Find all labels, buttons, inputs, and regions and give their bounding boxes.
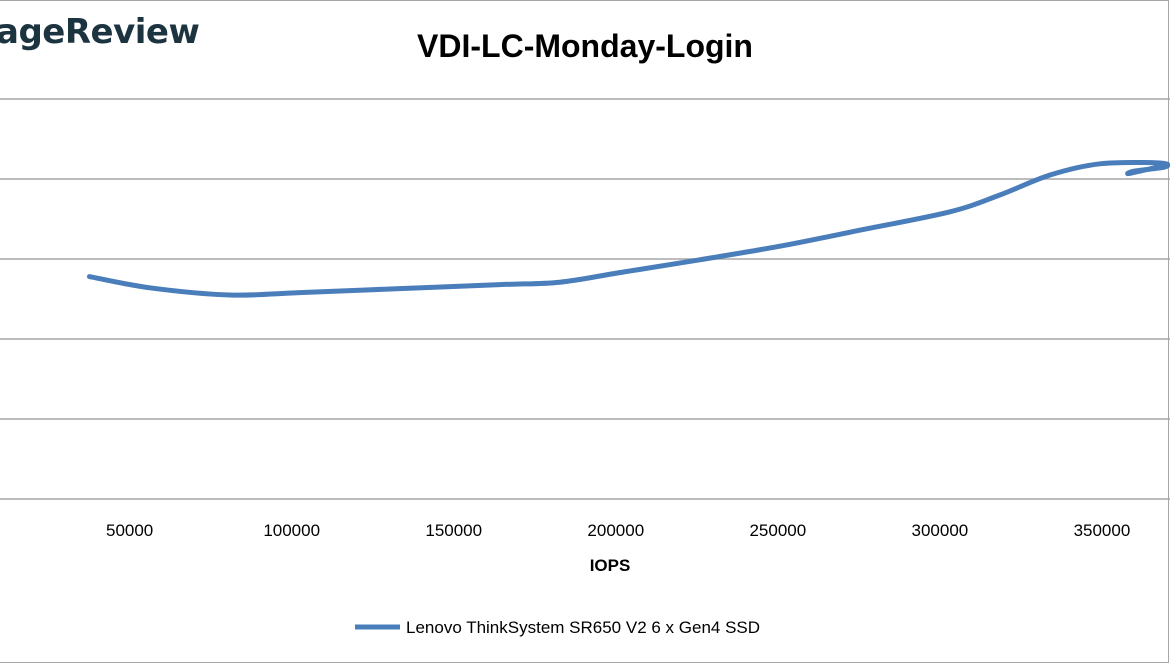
series-line — [86, 159, 1170, 298]
x-tick-label: 50000 — [106, 521, 153, 540]
legend: Lenovo ThinkSystem SR650 V2 6 x Gen4 SSD — [355, 618, 760, 637]
x-tick-label: 300000 — [912, 521, 969, 540]
logo: ageReview — [0, 12, 200, 52]
x-tick-label: 150000 — [425, 521, 482, 540]
x-tick-label: 250000 — [749, 521, 806, 540]
x-tick-label: 350000 — [1074, 521, 1131, 540]
chart-title: VDI-LC-Monday-Login — [417, 28, 753, 64]
x-axis-label: IOPS — [590, 556, 631, 575]
x-tick-label: 100000 — [263, 521, 320, 540]
x-tick-label: 200000 — [587, 521, 644, 540]
legend-label: Lenovo ThinkSystem SR650 V2 6 x Gen4 SSD — [406, 618, 760, 637]
